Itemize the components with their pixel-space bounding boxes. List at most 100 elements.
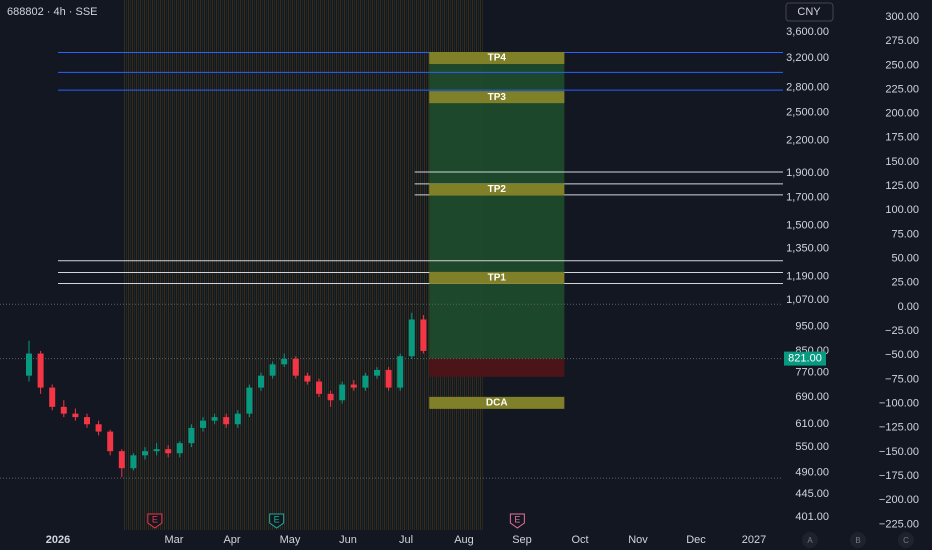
y-tick-label: 690.00 (795, 391, 829, 403)
target-box (429, 183, 565, 196)
y2-tick-label: 200.00 (885, 108, 919, 120)
candle-body (165, 449, 172, 454)
candle-body (60, 406, 67, 414)
event-marker (509, 513, 525, 529)
control-button[interactable] (898, 532, 914, 548)
candle-body (130, 455, 137, 469)
target-label: TP2 (488, 184, 507, 195)
candle-body (142, 451, 148, 456)
x-tick-label: 2026 (46, 534, 70, 546)
target-box (429, 396, 565, 409)
y-tick-label: 1,190.00 (786, 270, 829, 282)
candle-body (84, 417, 90, 425)
candle-body (397, 356, 404, 388)
y2-tick-label: 25.00 (891, 277, 919, 289)
y-tick-label: 445.00 (795, 488, 829, 500)
y2-tick-label: −75.00 (885, 373, 919, 385)
price-axis-panel (783, 24, 932, 529)
target-box (429, 51, 565, 64)
axes: 2026 Mar Apr May Jun Jul Aug Sep Oct Nov Dec 2027 40… (46, 11, 932, 548)
y-tick-label: 1,700.00 (786, 192, 829, 204)
y-tick-label: 610.00 (795, 418, 829, 430)
candle-body (234, 413, 241, 425)
x-tick-label: Apr (223, 534, 240, 546)
chart-title: 688802 · 4h · SSE (7, 6, 98, 18)
x-tick-label: Nov (628, 534, 648, 546)
candle-body (37, 353, 44, 388)
candle-body (95, 424, 102, 432)
x-tick-label: 2027 (742, 534, 766, 546)
y2-tick-label: −25.00 (885, 325, 919, 337)
x-tick-label: Mar (165, 534, 184, 546)
control-label[interactable]: A (807, 536, 813, 545)
y-tick-label: 2,800.00 (786, 81, 829, 93)
candle-body (188, 427, 195, 444)
candle-body (408, 319, 415, 357)
x-tick-label: Sep (512, 534, 532, 546)
plot-area: TP4 TP3 TP2 TP1 DCA E E E (0, 51, 783, 529)
candle-body (176, 443, 183, 454)
candle-body (118, 451, 125, 469)
y2-tick-label: 50.00 (891, 253, 919, 265)
y2-tick-label: −225.00 (879, 518, 919, 530)
currency-label[interactable]: CNY (797, 6, 821, 18)
session-shading (123, 0, 483, 530)
y-tick-label: 2,200.00 (786, 135, 829, 147)
y2-tick-label: 275.00 (885, 35, 919, 47)
y-tick-label: 401.00 (795, 511, 829, 523)
control-button[interactable] (850, 532, 866, 548)
control-label[interactable]: B (855, 536, 860, 545)
x-tick-label: Dec (686, 534, 706, 546)
y-tick-label: 490.00 (795, 467, 829, 479)
candle-body (420, 319, 427, 351)
candle-body (258, 375, 264, 388)
candle-body (374, 369, 380, 376)
y-tick-label: 550.00 (795, 441, 829, 453)
y2-tick-label: 100.00 (885, 204, 919, 216)
event-marker (269, 513, 285, 529)
y-tick-label: 1,350.00 (786, 243, 829, 255)
y2-tick-label: −150.00 (879, 446, 919, 458)
y2-tick-label: 150.00 (885, 156, 919, 168)
event-label: E (514, 514, 520, 524)
x-tick-label: Jul (399, 534, 413, 546)
y2-tick-label: 300.00 (885, 11, 919, 23)
candle-body (281, 358, 288, 365)
candle-body (362, 375, 369, 388)
y2-tick-label: −50.00 (885, 349, 919, 361)
currency-button[interactable] (785, 2, 834, 22)
candle-body (246, 387, 253, 414)
y2-tick-label: 225.00 (885, 83, 919, 95)
y2-tick-label: −125.00 (879, 422, 919, 434)
x-tick-label: Oct (571, 534, 588, 546)
loss-zone (429, 358, 565, 377)
y2-tick-label: −100.00 (879, 398, 919, 410)
candle-body (26, 353, 32, 376)
candle-body (385, 369, 392, 388)
control-button[interactable] (802, 532, 818, 548)
profit-zone (429, 52, 565, 359)
target-label: TP4 (488, 53, 507, 64)
y2-tick-label: −200.00 (879, 494, 919, 506)
y2-tick-label: 75.00 (891, 228, 919, 240)
target-label: TP1 (488, 273, 507, 284)
y2-tick-label: 0.00 (898, 301, 919, 313)
control-label[interactable]: C (903, 536, 909, 545)
y-tick-label: 1,070.00 (786, 294, 829, 306)
y-tick-label: 770.00 (795, 367, 829, 379)
last-price-label: 821.00 (788, 353, 822, 365)
y-tick-label: 1,500.00 (786, 219, 829, 231)
candle-body (72, 413, 79, 418)
x-tick-label: May (280, 534, 301, 546)
candle-body (107, 431, 114, 452)
y2-tick-label: 250.00 (885, 59, 919, 71)
x-tick-label: Aug (454, 534, 474, 546)
y2-tick-label: 175.00 (885, 132, 919, 144)
candle-body (49, 387, 56, 407)
candle-body (153, 449, 160, 452)
event-label: E (274, 514, 280, 524)
candle-body (350, 384, 357, 388)
y-tick-label: 3,600.00 (786, 26, 829, 38)
candle-body (327, 393, 334, 401)
